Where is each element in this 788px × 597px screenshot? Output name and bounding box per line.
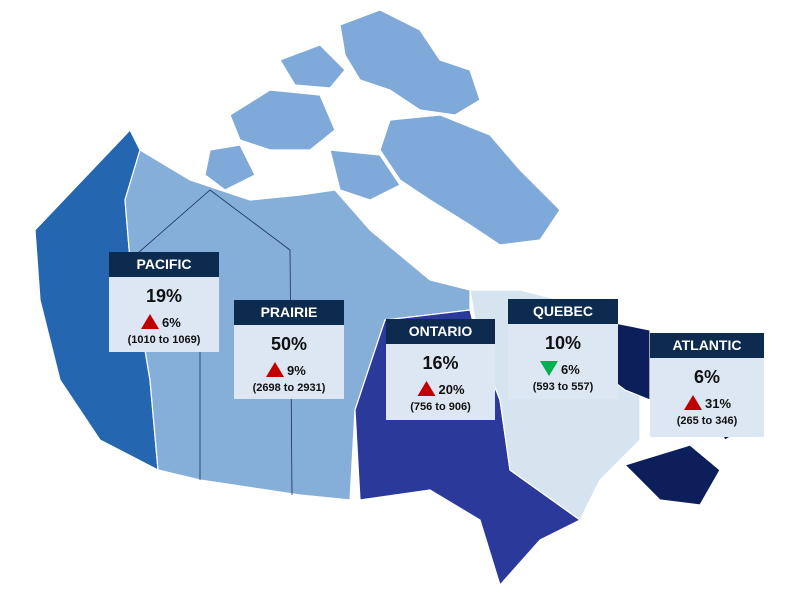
box-header <box>386 319 495 344</box>
arctic-island <box>329 149 401 201</box>
region-change: 6% <box>162 315 181 330</box>
arrow-up <box>684 395 702 410</box>
arrow-down <box>540 361 558 376</box>
arctic-island <box>339 9 481 116</box>
arrow-up <box>141 314 159 329</box>
arctic-island <box>379 114 561 246</box>
atlantic-region <box>623 444 721 506</box>
region-name: PRAIRIE <box>261 304 318 320</box>
region-name: PACIFIC <box>137 256 192 272</box>
arrow-up <box>266 362 284 377</box>
region-range: (1010 to 1069) <box>128 334 201 346</box>
region-share: 50% <box>271 334 307 354</box>
region-change: 9% <box>287 363 306 378</box>
region-name: ONTARIO <box>409 323 473 339</box>
region-share: 19% <box>146 286 182 306</box>
region-boxes: PACIFIC 19% 6% (1010 to 1069) PRAIRIE 50% 9% (2… <box>109 252 764 437</box>
arctic-island <box>279 44 346 89</box>
region-change: 31% <box>705 396 731 411</box>
arctic-island <box>229 89 336 151</box>
arrow-up <box>417 381 436 396</box>
region-name: QUEBEC <box>533 303 593 319</box>
region-share: 16% <box>422 353 458 373</box>
region-range: (756 to 906) <box>410 401 471 413</box>
region-change: 6% <box>561 362 580 377</box>
box-header <box>650 333 764 358</box>
region-change: 20% <box>439 382 465 397</box>
box-header <box>109 252 219 277</box>
region-range: (265 to 346) <box>677 415 738 427</box>
region-share: 6% <box>694 367 720 387</box>
region-range: (593 to 557) <box>533 381 594 393</box>
box-header <box>508 299 618 324</box>
region-share: 10% <box>545 333 581 353</box>
region-name: ATLANTIC <box>673 337 742 353</box>
box-header <box>234 300 344 325</box>
arctic-island <box>204 144 256 191</box>
region-range: (2698 to 2931) <box>253 382 326 394</box>
